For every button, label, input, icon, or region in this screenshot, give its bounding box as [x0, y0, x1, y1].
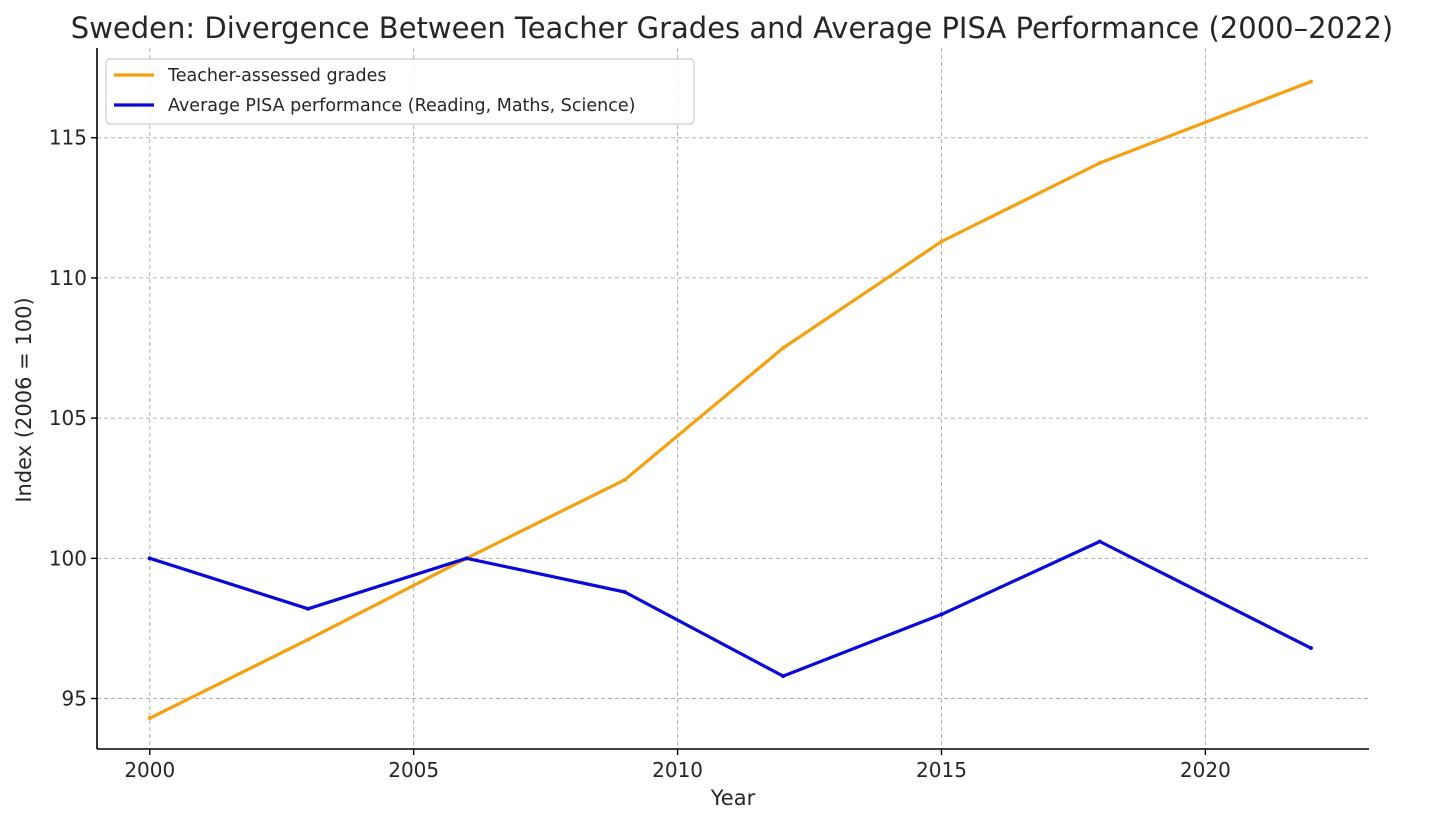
data-point — [781, 674, 786, 679]
legend-label: Teacher-assessed grades — [167, 66, 387, 86]
x-tick-label: 2000 — [124, 758, 175, 782]
data-point — [939, 612, 944, 617]
data-point — [147, 556, 152, 561]
series-line-teacher-grades — [149, 80, 1312, 720]
legend-frame — [105, 58, 695, 125]
series-line-pisa-performance — [149, 539, 1312, 678]
data-point — [939, 239, 944, 244]
x-tick-label: 2010 — [652, 758, 703, 782]
legend: Teacher-assessed grades Average PISA perf… — [105, 58, 695, 125]
y-tick-label: 105 — [49, 406, 87, 430]
data-point — [306, 606, 311, 611]
data-point — [1097, 539, 1102, 544]
y-tick-label: 95 — [62, 687, 87, 711]
chart-title: Sweden: Divergence Between Teacher Grade… — [71, 11, 1393, 45]
data-point — [147, 716, 152, 721]
data-point — [464, 556, 469, 561]
data-point — [622, 477, 627, 482]
legend-label: Average PISA performance (Reading, Maths… — [168, 96, 635, 116]
x-tick-label: 2015 — [916, 758, 967, 782]
data-point — [1097, 160, 1102, 165]
x-tick-label: 2005 — [388, 758, 439, 782]
data-point — [622, 589, 627, 594]
data-point — [1308, 646, 1313, 651]
series-lines — [147, 79, 1313, 721]
axes: 2000 2005 2010 2015 2020 95 100 105 110 115 — [49, 48, 1369, 782]
data-point — [781, 346, 786, 351]
grid — [97, 48, 1369, 749]
x-tick-label: 2020 — [1180, 758, 1231, 782]
y-tick-label: 110 — [49, 266, 87, 290]
y-tick-label: 100 — [49, 546, 87, 570]
y-axis-label: Index (2006 = 100) — [12, 297, 36, 502]
data-point — [306, 637, 311, 642]
data-point — [1308, 79, 1313, 84]
x-axis-label: Year — [710, 786, 756, 810]
y-tick-label: 115 — [49, 126, 87, 150]
